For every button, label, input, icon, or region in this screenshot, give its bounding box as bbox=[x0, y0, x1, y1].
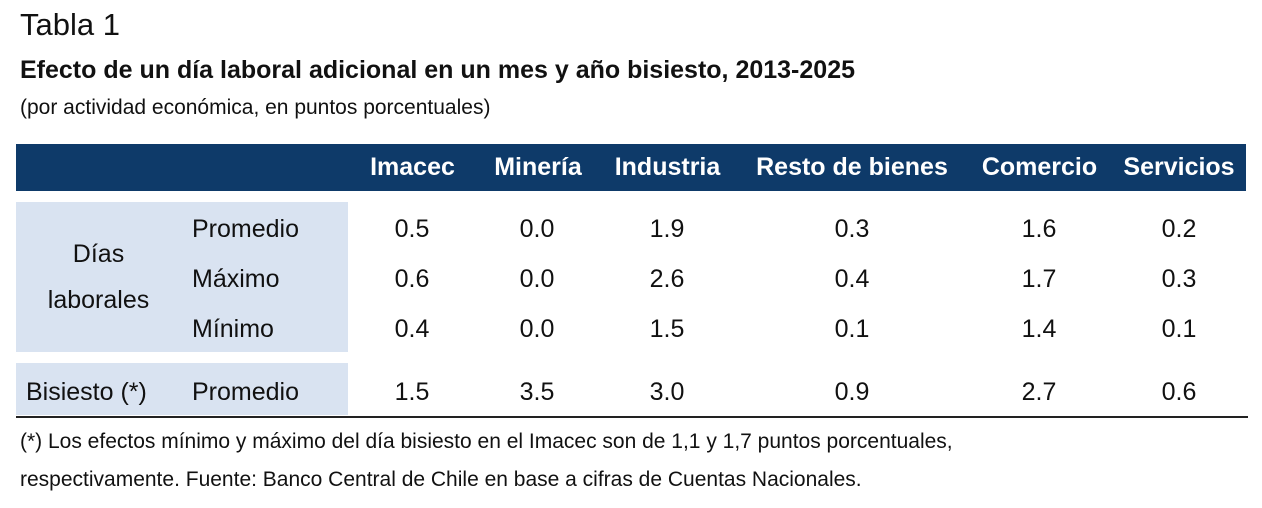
table-number: Tabla 1 bbox=[20, 7, 120, 42]
group-label-dias: Días bbox=[72, 240, 125, 268]
cell-bisiesto-mineria: 3.5 bbox=[519, 378, 555, 406]
cell-promedio-servicios: 0.2 bbox=[1161, 215, 1197, 243]
cell-minimo-servicios: 0.1 bbox=[1161, 315, 1197, 343]
cell-maximo-servicios: 0.3 bbox=[1161, 265, 1197, 293]
cell-minimo-imacec: 0.4 bbox=[394, 315, 430, 343]
cell-bisiesto-imacec: 1.5 bbox=[394, 378, 430, 406]
footnote-line-2: respectivamente. Fuente: Banco Central d… bbox=[20, 468, 862, 491]
column-header-industria: Industria bbox=[614, 153, 721, 181]
cell-bisiesto-resto-de-bienes: 0.9 bbox=[834, 378, 870, 406]
row-label-box-dias-laborales bbox=[16, 202, 348, 352]
cell-minimo-industria: 1.5 bbox=[649, 315, 685, 343]
cell-maximo-mineria: 0.0 bbox=[519, 265, 555, 293]
cell-promedio-resto-de-bienes: 0.3 bbox=[834, 215, 870, 243]
cell-promedio-comercio: 1.6 bbox=[1021, 215, 1057, 243]
cell-bisiesto-industria: 3.0 bbox=[649, 378, 685, 406]
group-label-bisiesto: Bisiesto (*) bbox=[26, 378, 147, 406]
column-header-resto-de-bienes: Resto de bienes bbox=[756, 153, 948, 181]
cell-maximo-industria: 2.6 bbox=[649, 265, 685, 293]
cell-promedio-imacec: 0.5 bbox=[394, 215, 430, 243]
cell-minimo-resto-de-bienes: 0.1 bbox=[834, 315, 870, 343]
table-title: Efecto de un día laboral adicional en un… bbox=[20, 56, 855, 84]
stat-label-bisiesto-promedio: Promedio bbox=[192, 378, 299, 406]
row-label-box-bisiesto bbox=[16, 363, 348, 415]
column-header-imacec: Imacec bbox=[370, 153, 455, 181]
cell-minimo-comercio: 1.4 bbox=[1021, 315, 1057, 343]
table-bottom-rule bbox=[16, 416, 1248, 418]
column-header-servicios: Servicios bbox=[1123, 153, 1235, 181]
stat-label-maximo: Máximo bbox=[192, 265, 280, 293]
cell-maximo-comercio: 1.7 bbox=[1021, 265, 1057, 293]
column-header-mineria: Minería bbox=[494, 153, 582, 181]
cell-bisiesto-servicios: 0.6 bbox=[1161, 378, 1197, 406]
footnote-line-1: (*) Los efectos mínimo y máximo del día … bbox=[20, 430, 953, 453]
stat-label-minimo: Mínimo bbox=[192, 315, 274, 343]
cell-promedio-industria: 1.9 bbox=[649, 215, 685, 243]
table-units: (por actividad económica, en puntos porc… bbox=[20, 96, 491, 119]
cell-maximo-imacec: 0.6 bbox=[394, 265, 430, 293]
table-header-bar bbox=[16, 144, 1246, 191]
group-label-laborales: laborales bbox=[47, 286, 150, 314]
cell-maximo-resto-de-bienes: 0.4 bbox=[834, 265, 870, 293]
cell-bisiesto-comercio: 2.7 bbox=[1021, 378, 1057, 406]
column-header-comercio: Comercio bbox=[981, 153, 1098, 181]
cell-promedio-mineria: 0.0 bbox=[519, 215, 555, 243]
stat-label-promedio: Promedio bbox=[192, 215, 299, 243]
cell-minimo-mineria: 0.0 bbox=[519, 315, 555, 343]
